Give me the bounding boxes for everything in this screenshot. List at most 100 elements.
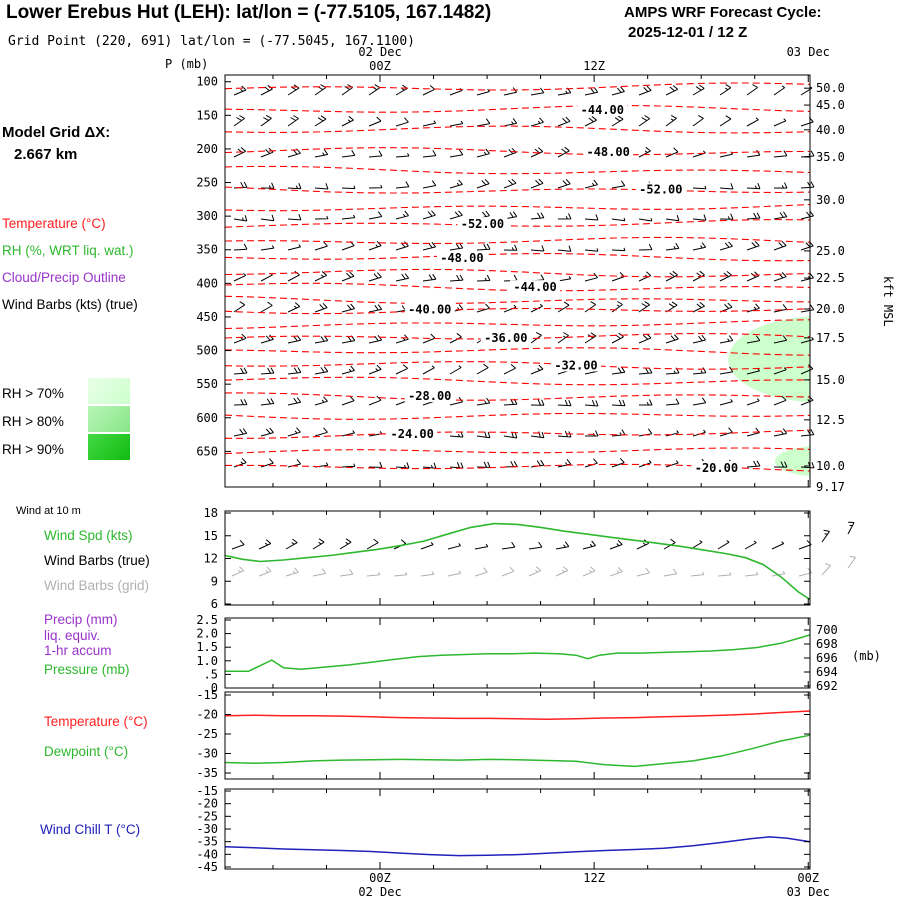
svg-text:20.0: 20.0 (816, 302, 845, 316)
svg-text:400: 400 (196, 276, 218, 290)
svg-text:00Z: 00Z (797, 871, 819, 885)
svg-text:-44.00: -44.00 (513, 280, 556, 294)
svg-text:650: 650 (196, 444, 218, 458)
svg-text:kft MSL: kft MSL (881, 276, 895, 327)
svg-text:696: 696 (816, 651, 838, 665)
svg-text:250: 250 (196, 176, 218, 190)
legend-cloud-precip: Cloud/Precip Outline (2, 270, 126, 285)
rh80-swatch (88, 406, 130, 432)
rh-shading (728, 316, 810, 477)
svg-text:-25: -25 (196, 809, 218, 823)
svg-text:15.0: 15.0 (816, 373, 845, 387)
svg-text:03 Dec: 03 Dec (787, 885, 830, 899)
rh90-swatch (88, 434, 130, 460)
temperature-contours: -44.00 -48.00 -52.00 -52.00 -48.00 -44.00 -40.… (224, 82, 811, 475)
svg-text:(mb): (mb) (852, 649, 881, 663)
svg-text:550: 550 (196, 377, 218, 391)
svg-text:-40.00: -40.00 (408, 302, 451, 316)
svg-text:30.0: 30.0 (816, 193, 845, 207)
svg-text:50.0: 50.0 (816, 81, 845, 95)
svg-text:-30: -30 (196, 822, 218, 836)
svg-text:40.0: 40.0 (816, 123, 845, 137)
svg-text:-20: -20 (196, 797, 218, 811)
svg-text:300: 300 (196, 209, 218, 223)
rh70-swatch (88, 378, 130, 404)
svg-text:10.0: 10.0 (816, 459, 845, 473)
svg-text:-30: -30 (196, 747, 218, 761)
axes: 10015020025030035040045050055060065050.0… (165, 45, 895, 899)
svg-text:2.5: 2.5 (196, 613, 218, 627)
svg-text:02 Dec: 02 Dec (358, 885, 401, 899)
svg-text:-35: -35 (196, 835, 218, 849)
svg-text:17.5: 17.5 (816, 331, 845, 345)
svg-text:-24.00: -24.00 (391, 427, 434, 441)
svg-text:-15: -15 (196, 784, 218, 798)
svg-text:-44.00: -44.00 (581, 103, 624, 117)
precip-label-3: 1-hr accum (44, 643, 112, 658)
series-Pressure (mb) (225, 634, 811, 673)
svg-text:-28.00: -28.00 (408, 389, 451, 403)
svg-text:1.5: 1.5 (196, 640, 218, 654)
svg-text:450: 450 (196, 310, 218, 324)
svg-text:-52.00: -52.00 (639, 183, 682, 197)
model-grid-label: Model Grid ΔX: (2, 124, 111, 141)
legend-wind-barbs: Wind Barbs (kts) (true) (2, 297, 138, 312)
series-lines (224, 522, 811, 857)
svg-text:12Z: 12Z (583, 59, 605, 73)
wind-barbs-grid-label: Wind Barbs (grid) (44, 578, 150, 593)
rh80-label: RH > 80% (2, 414, 64, 429)
svg-text:-36.00: -36.00 (484, 331, 527, 345)
legend-rh: RH (%, WRT liq. wat.) (2, 243, 134, 258)
precip-label-2: liq. equiv. (44, 628, 101, 643)
svg-text:18: 18 (204, 506, 218, 520)
svg-text:0: 0 (211, 681, 218, 695)
series-Wind Chill T (°C) (224, 836, 811, 857)
model-grid-value: 2.667 km (14, 146, 78, 163)
svg-text:-45: -45 (196, 860, 218, 874)
svg-text:1.0: 1.0 (196, 654, 218, 668)
series-Dewpoint (°C) (224, 734, 811, 768)
grid-point-info: Grid Point (220, 691) lat/lon = (-77.504… (8, 34, 415, 49)
svg-text:25.0: 25.0 (816, 244, 845, 258)
rh70-label: RH > 70% (2, 386, 64, 401)
page-title: Lower Erebus Hut (LEH): lat/lon = (-77.5… (6, 2, 492, 23)
svg-text:692: 692 (816, 679, 838, 693)
series-Wind Spd (kts) (224, 522, 811, 601)
svg-text:03 Dec: 03 Dec (787, 45, 830, 59)
svg-text:-15: -15 (196, 688, 218, 702)
svg-text:600: 600 (196, 411, 218, 425)
svg-text:-52.00: -52.00 (461, 217, 504, 231)
svg-text:00Z: 00Z (369, 59, 391, 73)
pressure-label: Pressure (mb) (44, 662, 130, 677)
svg-text:150: 150 (196, 108, 218, 122)
svg-text:698: 698 (816, 637, 838, 651)
svg-text:2.0: 2.0 (196, 627, 218, 641)
svg-text:45.0: 45.0 (816, 98, 845, 112)
forecast-cycle-label: AMPS WRF Forecast Cycle: (624, 4, 822, 21)
svg-text:6: 6 (211, 597, 218, 611)
svg-text:22.5: 22.5 (816, 271, 845, 285)
wind-chill-label: Wind Chill T (°C) (40, 822, 141, 837)
svg-text:-48.00: -48.00 (440, 251, 483, 265)
svg-text:350: 350 (196, 243, 218, 257)
svg-text:9.17: 9.17 (816, 480, 845, 494)
svg-text:-48.00: -48.00 (586, 145, 629, 159)
svg-text:-35: -35 (196, 766, 218, 780)
wind-10m-label: Wind at 10 m (16, 505, 81, 517)
svg-text:-20.00: -20.00 (695, 461, 738, 475)
svg-text:15: 15 (204, 529, 218, 543)
svg-text:700: 700 (816, 623, 838, 637)
svg-text:-40: -40 (196, 847, 218, 861)
dewpoint-label: Dewpoint (°C) (44, 744, 129, 759)
svg-text:35.0: 35.0 (816, 150, 845, 164)
svg-text:12Z: 12Z (583, 871, 605, 885)
svg-text:-32.00: -32.00 (554, 358, 597, 372)
legend-temperature: Temperature (°C) (2, 216, 106, 231)
wind-spd-label: Wind Spd (kts) (44, 528, 133, 543)
svg-text:100: 100 (196, 75, 218, 89)
rh90-label: RH > 90% (2, 442, 64, 457)
svg-text:200: 200 (196, 142, 218, 156)
svg-text:12: 12 (204, 552, 218, 566)
